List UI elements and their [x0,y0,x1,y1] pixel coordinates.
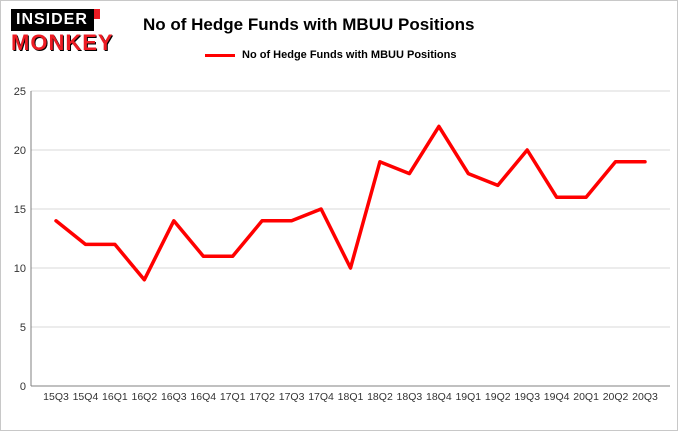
x-tick-label: 16Q3 [161,391,187,403]
x-tick-label: 19Q2 [485,391,511,403]
x-tick-label: 20Q2 [603,391,629,403]
x-tick-label: 19Q1 [455,391,481,403]
insider-monkey-logo: INSIDER MONKEY [11,9,143,54]
x-tick-label: 16Q4 [190,391,216,403]
x-tick-label: 18Q2 [367,391,393,403]
logo-insider-label: INSIDER [16,11,88,28]
legend-label: No of Hedge Funds with MBUU Positions [242,49,457,62]
y-tick-label: 15 [14,204,26,216]
chart-header: INSIDER MONKEY No of Hedge Funds with MB… [11,9,667,61]
x-tick-label: 18Q1 [338,391,364,403]
logo-insider-text: INSIDER [11,9,100,31]
y-tick-label: 10 [14,263,26,275]
logo-monkey-text: MONKEY [11,30,114,55]
data-series-line [54,124,647,282]
x-tick-label: 17Q1 [220,391,246,403]
title-block: No of Hedge Funds with MBUU Positions No… [143,9,667,61]
y-tick-label: 20 [14,145,26,157]
x-tick-label: 17Q3 [279,391,305,403]
x-tick-label: 19Q4 [544,391,570,403]
chart-legend: No of Hedge Funds with MBUU Positions [205,49,667,61]
y-tick-label: 5 [20,322,26,334]
x-tick-label: 18Q3 [397,391,423,403]
x-tick-label: 17Q4 [308,391,334,403]
y-tick-label: 25 [14,86,26,98]
x-tick-label: 17Q2 [249,391,275,403]
x-tick-label: 16Q2 [132,391,158,403]
chart-title: No of Hedge Funds with MBUU Positions [143,15,475,34]
x-tick-label: 15Q4 [73,391,99,403]
x-tick-label: 20Q3 [632,391,658,403]
x-tick-label: 19Q3 [514,391,540,403]
logo-flag-icon [93,9,100,19]
x-tick-label: 16Q1 [102,391,128,403]
x-tick-label: 18Q4 [426,391,452,403]
legend-line-swatch [205,53,235,57]
y-tick-label: 0 [20,381,26,393]
x-tick-label: 15Q3 [43,391,69,403]
x-tick-label: 20Q1 [573,391,599,403]
